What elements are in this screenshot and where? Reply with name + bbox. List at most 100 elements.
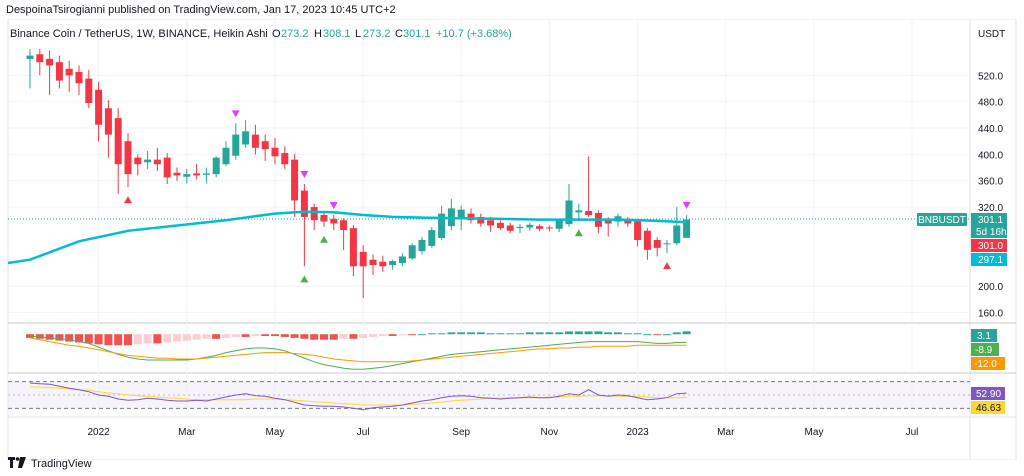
macd-histogram-bar — [633, 333, 642, 335]
candle-body — [55, 62, 63, 81]
macd-histogram-bar — [251, 334, 260, 337]
candle-body — [202, 173, 210, 175]
time-tick-label: Sep — [452, 427, 470, 438]
macd-histogram-bar — [614, 332, 622, 335]
macd-histogram-bar — [682, 331, 691, 335]
time-tick-label: Jul — [357, 427, 370, 438]
candle-body — [467, 213, 475, 221]
last-price-badge: 301.1 5d 16h — [971, 213, 1007, 238]
candle-body — [251, 134, 259, 148]
candle-body — [271, 147, 279, 157]
chart-frame: Binance Coin / TetherUS, 1W, BINANCE, He… — [7, 19, 1017, 460]
legend-h-label: H — [314, 28, 322, 40]
candle-body — [261, 141, 269, 150]
price-tick-label: 320.0 — [978, 203, 1003, 214]
macd-histogram-bar — [310, 334, 319, 340]
time-axis[interactable]: 2022 Mar May Jul Sep Nov 2023 Mar May Jul — [87, 427, 918, 438]
time-tick-label: Mar — [178, 427, 196, 438]
macd-histogram-bar — [75, 334, 83, 343]
macd-line-text: -8.9 — [975, 345, 993, 356]
red-value-badge: 301.0 — [971, 239, 1007, 252]
candle-body — [516, 226, 524, 229]
macd-histogram-bar — [653, 334, 662, 336]
rsi-pane[interactable] — [8, 381, 970, 411]
signal-arrow — [300, 171, 309, 178]
time-tick-label: May — [266, 427, 285, 438]
signal-arrow — [320, 235, 328, 243]
candle-body — [487, 220, 495, 226]
candle-body — [634, 221, 642, 240]
macd-hist-bg — [971, 329, 997, 342]
candle-body — [310, 207, 318, 221]
candle-body — [36, 54, 44, 63]
candle-body — [330, 218, 338, 224]
macd-histogram-bar — [320, 334, 328, 340]
candle-body — [65, 68, 73, 76]
macd-histogram-bar — [124, 334, 132, 346]
macd-histogram-bar — [378, 334, 387, 337]
macd-histogram-bar — [339, 334, 348, 339]
time-tick-label: Jul — [906, 427, 919, 438]
macd-histogram-bar — [408, 334, 417, 336]
price-pane[interactable] — [7, 49, 691, 298]
symbol-tag-badge: BNBUSDT — [917, 213, 967, 226]
macd-histogram-bar — [555, 332, 564, 335]
macd-histogram-bar — [516, 333, 524, 335]
tradingview-logo-icon[interactable] — [8, 455, 26, 473]
price-scale[interactable]: 520.0 480.0 440.0 400.0 360.0 320.0 200.0 160.0 — [978, 71, 1003, 319]
red-value-text: 301.0 — [978, 241, 1003, 252]
macd-histogram-bar — [45, 334, 54, 340]
candle-body — [643, 230, 651, 250]
macd-signal-line — [29, 337, 687, 363]
macd-histogram-bar — [212, 334, 221, 339]
macd-histogram-bar — [418, 334, 426, 336]
candle-body — [95, 89, 103, 125]
price-tick-label: 400.0 — [978, 150, 1003, 161]
price-scale-currency: USDT — [978, 29, 1005, 40]
candle-body — [85, 78, 93, 103]
symbol-tag-text: BNBUSDT — [918, 215, 966, 226]
macd-histogram-bar — [173, 334, 181, 342]
candle-body — [653, 239, 661, 248]
legend-o-label: O — [272, 28, 281, 40]
macd-histogram-bar — [427, 333, 436, 335]
candle-body — [291, 159, 299, 201]
price-tick-label: 480.0 — [978, 98, 1003, 109]
candle-body — [408, 245, 416, 259]
last-price-text: 301.1 — [978, 215, 1003, 226]
price-tick-label: 360.0 — [978, 177, 1003, 188]
macd-line — [29, 335, 687, 370]
legend-change: +10.7 (+3.68%) — [436, 28, 512, 40]
signal-arrow — [663, 262, 671, 270]
ma-value-text: 297.1 — [978, 255, 1003, 266]
macd-histogram-bar — [496, 333, 505, 335]
macd-histogram-bar — [192, 334, 201, 340]
macd-histogram-bar — [241, 334, 250, 337]
symbol-tag-bg — [917, 213, 967, 226]
macd-histogram-bar — [476, 332, 485, 335]
candle-body — [624, 218, 632, 224]
macd-histogram-bar — [447, 332, 456, 335]
publisher-header: DespoinaTsirogianni published on Trading… — [6, 4, 396, 16]
macd-histogram-bar — [565, 331, 573, 335]
candle-body — [438, 213, 446, 238]
candle-body — [193, 173, 201, 176]
macd-histogram-bar — [202, 334, 211, 339]
legend-o-value: 273.2 — [281, 28, 309, 40]
candle-body — [673, 225, 681, 244]
rsi-ma-badge: 46.63 — [971, 401, 1005, 414]
macd-histogram-bar — [672, 332, 681, 335]
macd-histogram-bar — [153, 334, 162, 344]
candle-body — [46, 58, 54, 66]
candle-body — [163, 157, 171, 178]
macd-histogram-bar — [55, 334, 64, 341]
candle-body — [222, 147, 230, 165]
candle-body — [575, 210, 583, 213]
footer-brand[interactable]: TradingView — [31, 458, 92, 470]
macd-histogram-bar — [535, 332, 544, 335]
candle-body — [496, 222, 504, 229]
macd-histogram-bar — [398, 334, 407, 336]
macd-pane[interactable] — [26, 331, 691, 370]
time-tick-label: Nov — [541, 427, 559, 438]
rsi-ma-line — [30, 386, 687, 406]
